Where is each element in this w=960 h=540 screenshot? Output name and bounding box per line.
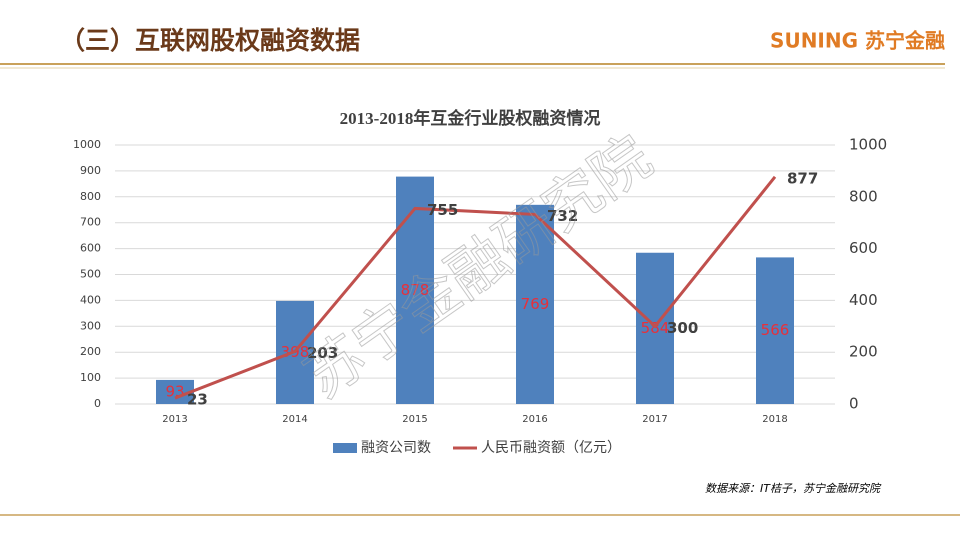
- y-tick-label: 300: [80, 319, 101, 332]
- source-note: 数据来源：IT桔子，苏宁金融研究院: [705, 482, 882, 495]
- y-tick-label: 0: [94, 397, 101, 410]
- x-tick-label: 2016: [522, 414, 547, 425]
- x-tick-label: 2014: [282, 414, 307, 425]
- y-tick-label: 100: [80, 371, 101, 384]
- y-tick-label: 1000: [73, 138, 101, 151]
- line-value-label: 877: [787, 169, 818, 187]
- y2-tick-label: 600: [849, 239, 878, 257]
- legend-label: 融资公司数: [361, 440, 431, 456]
- y-tick-label: 200: [80, 345, 101, 358]
- y-tick-label: 800: [80, 190, 101, 203]
- y2-tick-label: 200: [849, 343, 878, 361]
- x-tick-label: 2018: [762, 414, 787, 425]
- line: [174, 175, 777, 400]
- y-tick-label: 700: [80, 216, 101, 229]
- y2-tick-label: 1000: [849, 136, 887, 154]
- bar-value-label: 769: [521, 295, 550, 313]
- legend-swatch: [333, 443, 357, 453]
- bar-value-label: 566: [761, 321, 790, 339]
- slide-title: （三）互联网股权融资数据: [60, 26, 360, 55]
- y-tick-label: 500: [80, 268, 101, 281]
- line-value-label: 300: [667, 319, 698, 337]
- bar-value-label: 878: [401, 281, 430, 299]
- legend-label: 人民币融资额（亿元）: [481, 440, 621, 456]
- logo: SUNING 苏宁金融: [770, 29, 945, 53]
- x-tick-label: 2017: [642, 414, 667, 425]
- x-tick-label: 2015: [402, 414, 427, 425]
- bar: [396, 176, 434, 404]
- y-tick-label: 600: [80, 242, 101, 255]
- bar: [516, 204, 554, 404]
- line-value-label: 732: [547, 207, 578, 225]
- chart-title: 2013-2018年互金行业股权融资情况: [340, 108, 601, 128]
- line-value-label: 203: [307, 344, 338, 362]
- plot: 0 100 200 300 400 500 600 700 800 900 1000 0 200 400 6…: [73, 136, 887, 457]
- line-value-label: 23: [187, 391, 208, 409]
- bar: [636, 252, 674, 404]
- y-tick-label: 400: [80, 293, 101, 306]
- y2-tick-label: 800: [849, 187, 878, 205]
- line-value-label: 755: [427, 201, 458, 219]
- watermark: 苏宁金融研究院: [292, 123, 664, 412]
- y-tick-label: 900: [80, 164, 101, 177]
- y2-tick-label: 400: [849, 291, 878, 309]
- bar: [756, 257, 794, 404]
- y2-tick-label: 0: [849, 395, 859, 413]
- x-tick-label: 2013: [162, 414, 187, 425]
